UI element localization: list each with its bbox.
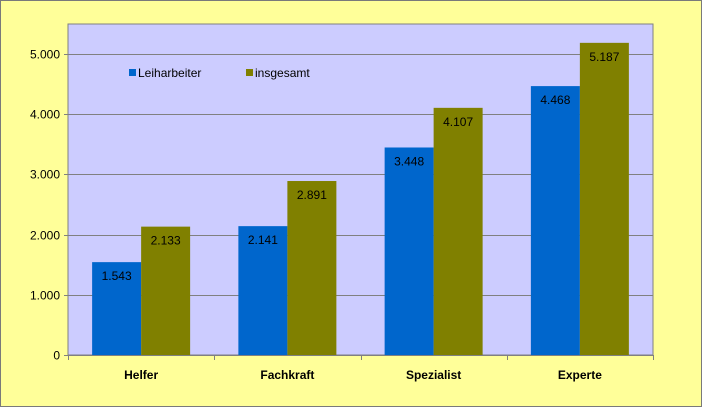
legend-swatch xyxy=(246,69,253,76)
x-category-label: Experte xyxy=(558,368,602,382)
legend: Leiharbeiter insgesamt xyxy=(129,66,310,80)
data-label: 4.468 xyxy=(540,93,570,107)
bar-insgesamt xyxy=(579,42,629,355)
data-label: 2.133 xyxy=(151,234,181,248)
bar-leiharbeiter xyxy=(92,262,142,355)
y-tick-label: 3.000 xyxy=(30,168,60,182)
bar-leiharbeiter xyxy=(238,226,288,355)
legend-swatch xyxy=(129,69,136,76)
data-label: 2.891 xyxy=(297,188,327,202)
data-label: 3.448 xyxy=(394,154,424,168)
data-label: 5.187 xyxy=(589,50,619,64)
bar-insgesamt xyxy=(141,226,191,355)
bar-insgesamt xyxy=(433,107,483,355)
bars xyxy=(92,42,629,355)
y-tick-label: 1.000 xyxy=(30,289,60,303)
legend-label: Leiharbeiter xyxy=(138,66,201,80)
y-axis: 0 1.000 2.000 3.000 4.000 5.000 xyxy=(30,48,68,363)
x-category-label: Spezialist xyxy=(406,368,461,382)
y-tick-label: 0 xyxy=(53,349,60,363)
data-label: 4.107 xyxy=(443,115,473,129)
bar-insgesamt xyxy=(287,181,337,355)
y-tick-label: 5.000 xyxy=(30,48,60,62)
data-label: 2.141 xyxy=(248,233,278,247)
x-category-label: Fachkraft xyxy=(260,368,314,382)
bar-leiharbeiter xyxy=(530,86,580,355)
x-category-label: Helfer xyxy=(124,368,158,382)
data-label: 1.543 xyxy=(102,269,132,283)
y-tick-label: 4.000 xyxy=(30,108,60,122)
bar-leiharbeiter xyxy=(384,147,434,355)
x-axis: Helfer Fachkraft Spezialist Experte xyxy=(68,355,654,382)
y-tick-label: 2.000 xyxy=(30,229,60,243)
legend-label: insgesamt xyxy=(255,66,310,80)
data-labels: 1.543 2.133 2.141 2.891 3.448 4.107 4.468 5.187 xyxy=(102,50,620,283)
